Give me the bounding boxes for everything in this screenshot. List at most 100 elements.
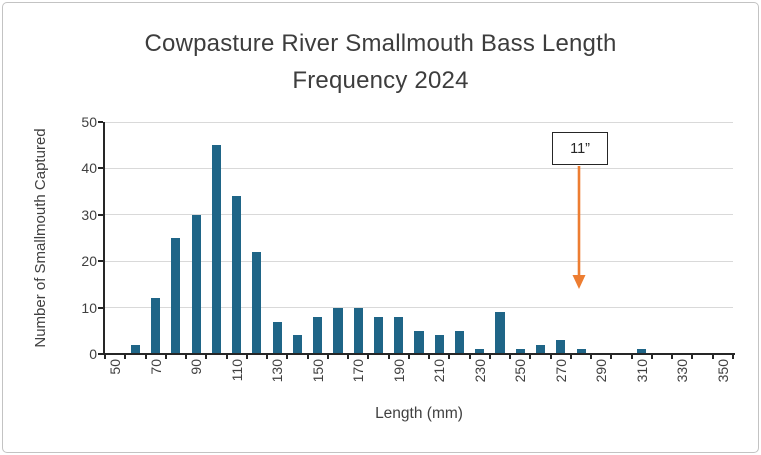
bar-220mm xyxy=(454,330,465,354)
y-tick xyxy=(98,260,103,263)
bar-310mm xyxy=(637,349,647,354)
x-tick-label: 130 xyxy=(269,359,286,383)
gridline-30 xyxy=(105,214,733,216)
x-tick-label: 350 xyxy=(714,359,731,383)
y-axis-title: Number of Smallmouth Captured xyxy=(32,128,49,348)
x-tick xyxy=(691,354,694,359)
x-tick xyxy=(610,354,613,359)
bar-250mm xyxy=(515,349,525,354)
x-tick-label: 230 xyxy=(471,359,488,383)
x-tick xyxy=(488,354,491,359)
x-tick xyxy=(164,354,167,359)
bar-140mm xyxy=(292,335,302,354)
y-tick-label: 50 xyxy=(81,114,97,130)
x-tick-label: 310 xyxy=(633,359,650,383)
bar-210mm xyxy=(434,335,444,354)
x-tick xyxy=(407,354,410,359)
bar-130mm xyxy=(272,321,282,354)
x-tick xyxy=(144,354,147,359)
x-tick xyxy=(468,354,471,359)
bar-100mm xyxy=(211,145,221,354)
x-tick xyxy=(448,354,451,359)
annotation-arrow-icon xyxy=(572,166,586,289)
y-tick xyxy=(98,121,103,123)
y-tick xyxy=(98,167,103,170)
y-tick-label: 10 xyxy=(81,299,97,316)
y-axis-line xyxy=(103,122,105,355)
x-tick-label: 290 xyxy=(593,359,610,383)
x-tick xyxy=(124,354,127,359)
x-tick xyxy=(104,354,106,359)
x-tick xyxy=(650,354,653,359)
bar-110mm xyxy=(232,196,242,354)
x-tick xyxy=(286,354,289,359)
x-tick xyxy=(205,354,208,359)
x-tick xyxy=(590,354,593,359)
chart-title-line-1: Cowpasture River Smallmouth Bass Length xyxy=(144,30,617,57)
x-tick-label: 150 xyxy=(309,359,326,383)
y-tick xyxy=(98,213,103,216)
x-tick-label: 70 xyxy=(147,359,164,375)
x-tick-label: 270 xyxy=(552,359,569,383)
bar-160mm xyxy=(333,307,343,354)
bar-150mm xyxy=(313,316,323,354)
x-tick xyxy=(347,354,350,359)
chart-title-line-2: Frequency 2024 xyxy=(292,67,469,94)
y-tick xyxy=(98,306,103,309)
x-tick-label: 110 xyxy=(228,359,245,382)
x-tick xyxy=(185,354,188,359)
x-tick-label: 330 xyxy=(674,359,691,383)
x-axis-line xyxy=(103,353,735,355)
x-tick xyxy=(387,354,390,359)
plot-area: 0 10 20 30 40 50 50 70 90 110 130 150 170 190 210 230 25… xyxy=(81,114,735,382)
bar-180mm xyxy=(373,316,384,354)
bar-80mm xyxy=(171,238,181,354)
bar-230mm xyxy=(475,349,485,354)
x-tick xyxy=(549,354,552,359)
annotation-11-inches: 11” xyxy=(552,132,609,165)
bar-240mm xyxy=(495,312,505,354)
annotation-label: 11” xyxy=(570,140,590,157)
chart-title: Cowpasture River Smallmouth Bass Length … xyxy=(3,25,758,99)
x-tick xyxy=(529,354,532,359)
bar-90mm xyxy=(191,214,201,354)
y-tick-label: 20 xyxy=(81,253,97,270)
x-tick xyxy=(266,354,269,359)
x-tick xyxy=(569,354,572,359)
bar-120mm xyxy=(252,251,262,354)
bar-280mm xyxy=(576,349,586,354)
y-tick-label: 0 xyxy=(89,346,97,362)
gridline-40 xyxy=(105,167,733,169)
x-tick xyxy=(428,354,431,359)
gridline-20 xyxy=(105,260,733,262)
bar-190mm xyxy=(394,316,404,354)
x-tick xyxy=(245,354,248,359)
x-tick-label: 250 xyxy=(512,359,529,383)
x-tick xyxy=(711,354,714,359)
x-tick xyxy=(671,354,674,359)
bar-260mm xyxy=(535,344,546,354)
x-tick-label: 90 xyxy=(188,359,205,375)
x-tick xyxy=(306,354,309,359)
x-tick xyxy=(326,354,329,359)
y-tick-label: 40 xyxy=(81,160,97,177)
y-tick xyxy=(98,353,103,355)
gridline-50 xyxy=(105,121,733,123)
x-tick xyxy=(732,354,734,359)
bar-170mm xyxy=(353,307,363,354)
x-tick xyxy=(367,354,370,359)
x-tick xyxy=(225,354,228,359)
bar-270mm xyxy=(556,340,566,354)
bar-200mm xyxy=(414,330,424,354)
x-tick xyxy=(509,354,512,359)
x-tick-label: 210 xyxy=(431,359,448,383)
x-tick-label: 50 xyxy=(107,359,124,375)
x-tick-label: 190 xyxy=(390,359,407,383)
x-tick-label: 170 xyxy=(350,359,367,383)
bar-70mm xyxy=(151,298,161,354)
y-tick-label: 30 xyxy=(81,206,97,223)
bar-60mm xyxy=(130,344,140,354)
x-tick xyxy=(630,354,633,359)
x-axis-title: Length (mm) xyxy=(375,405,463,422)
